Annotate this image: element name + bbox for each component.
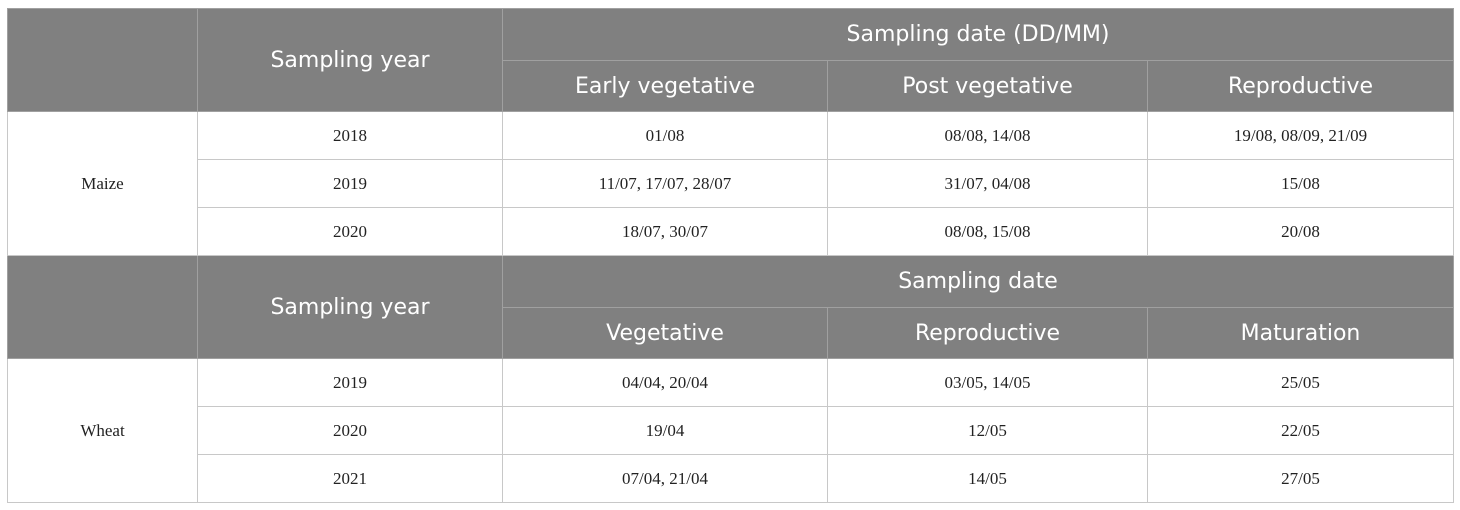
crop-cell: Wheat [7,358,198,503]
date-cell: 20/08 [1147,207,1454,256]
header-group: Sampling date (DD/MM) [502,8,1454,61]
year-cell: 2020 [197,207,503,256]
header-stage: Maturation [1147,307,1454,359]
date-cell: 14/05 [827,454,1148,503]
header-stage: Post vegetative [827,60,1148,112]
header-year: Sampling year [197,255,503,359]
date-cell: 19/04 [502,406,828,455]
header-row: Vegetative Reproductive Maturation [8,307,1454,359]
date-cell: 01/08 [502,111,828,160]
date-cell: 08/08, 14/08 [827,111,1148,160]
date-cell: 08/08, 15/08 [827,207,1148,256]
date-cell: 22/05 [1147,406,1454,455]
header-blank [7,255,198,359]
header-year: Sampling year [197,8,503,112]
data-row: 2020 19/04 12/05 22/05 [8,406,1454,455]
header-row: Sampling year Sampling date [7,255,1454,359]
year-cell: 2021 [197,454,503,503]
crop-cell: Maize [7,111,198,256]
header-row: Early vegetative Post vegetative Reproduct… [8,60,1454,112]
date-cell: 15/08 [1147,159,1454,208]
year-cell: 2019 [197,159,503,208]
date-cell: 27/05 [1147,454,1454,503]
data-row: 2021 07/04, 21/04 14/05 27/05 [8,454,1454,503]
date-cell: 12/05 [827,406,1148,455]
header-blank [7,8,198,112]
data-row: 2020 18/07, 30/07 08/08, 15/08 20/08 [8,207,1454,256]
date-cell: 25/05 [1147,358,1454,407]
year-cell: 2019 [197,358,503,407]
date-cell: 18/07, 30/07 [502,207,828,256]
data-row: 2019 11/07, 17/07, 28/07 31/07, 04/08 15/08 [8,159,1454,208]
header-stage: Vegetative [502,307,828,359]
year-cell: 2020 [197,406,503,455]
header-stage: Early vegetative [502,60,828,112]
header-stage: Reproductive [827,307,1148,359]
sampling-table: Sampling year Sampling date (DD/MM) Early … [7,8,1454,503]
header-stage: Reproductive [1147,60,1454,112]
date-cell: 19/08, 08/09, 21/09 [1147,111,1454,160]
data-row: Maize 2018 01/08 08/08, 14/08 19/08, 08/09, … [7,111,1454,256]
header-row: Sampling year Sampling date (DD/MM) [7,8,1454,112]
date-cell: 07/04, 21/04 [502,454,828,503]
data-row: Wheat 2019 04/04, 20/04 03/05, 14/05 25/05 [7,358,1454,503]
year-cell: 2018 [197,111,503,160]
date-cell: 03/05, 14/05 [827,358,1148,407]
date-cell: 11/07, 17/07, 28/07 [502,159,828,208]
date-cell: 31/07, 04/08 [827,159,1148,208]
header-group: Sampling date [502,255,1454,308]
date-cell: 04/04, 20/04 [502,358,828,407]
